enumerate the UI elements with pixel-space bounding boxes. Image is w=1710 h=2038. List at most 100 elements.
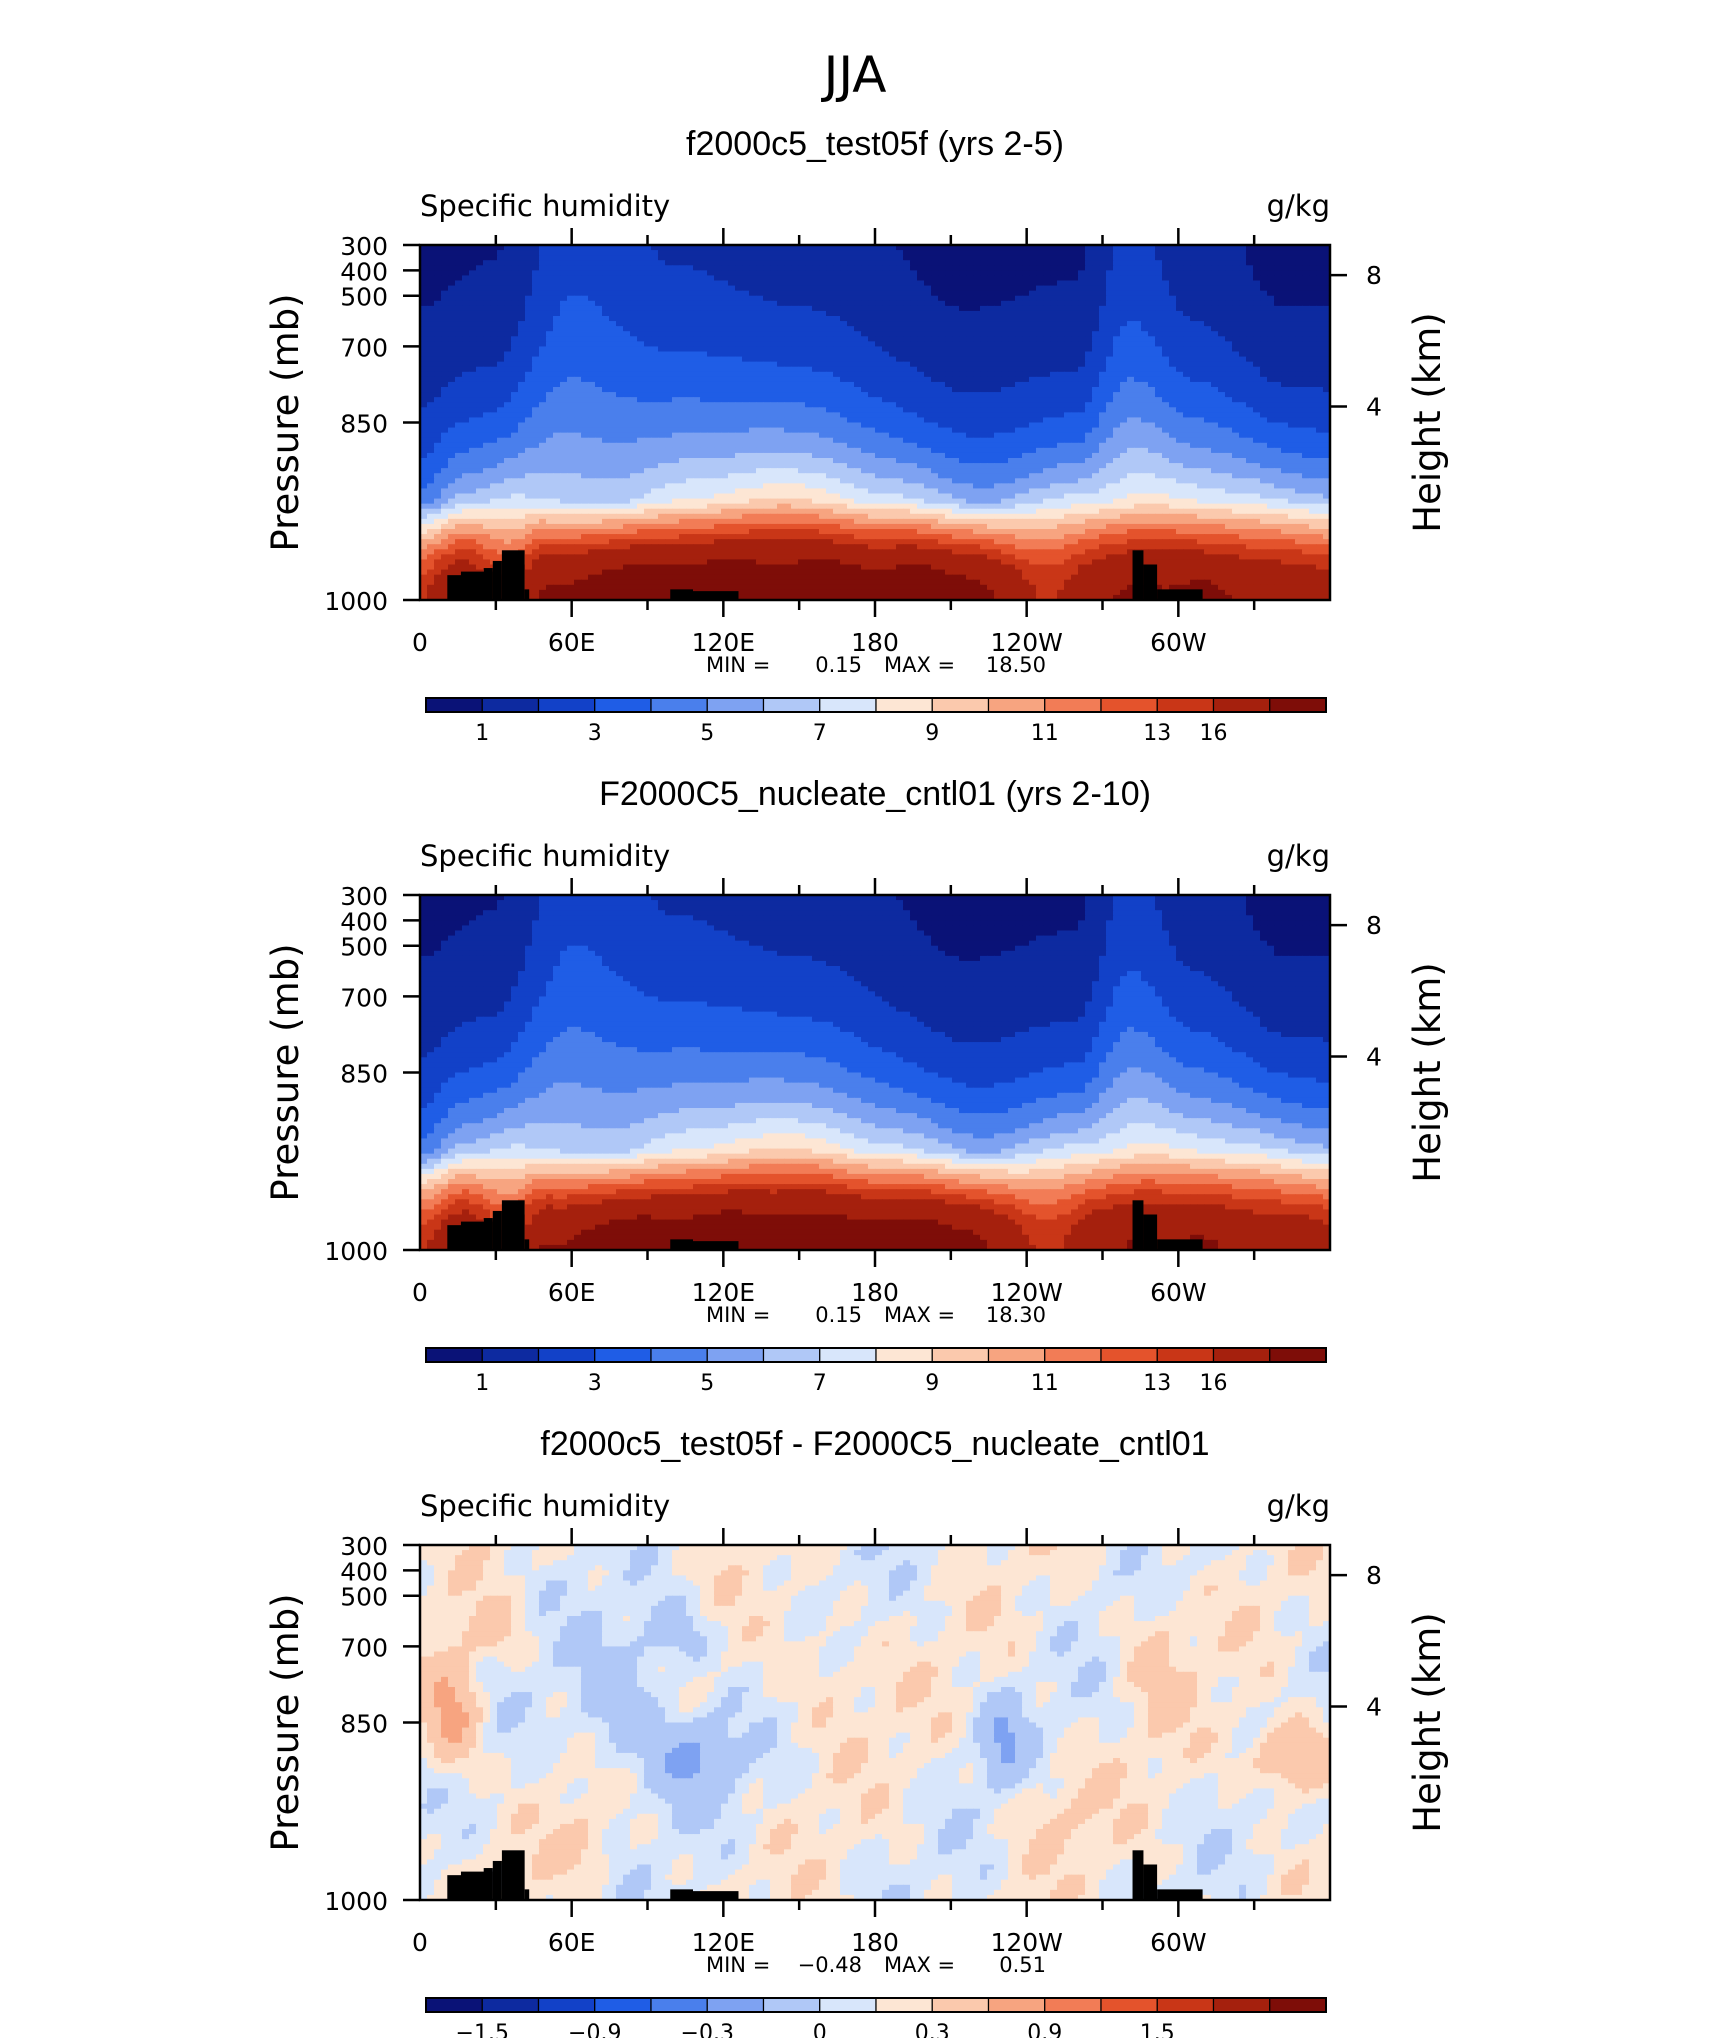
heatmap-cell xyxy=(1274,286,1282,292)
heatmap-cell xyxy=(1113,407,1121,413)
heatmap-cell xyxy=(1043,296,1051,302)
heatmap-cell xyxy=(1092,316,1100,322)
heatmap-cell xyxy=(966,362,974,368)
heatmap-cell xyxy=(1295,362,1303,368)
heatmap-cell xyxy=(665,397,673,403)
heatmap-cell xyxy=(476,402,484,408)
heatmap-cell xyxy=(903,326,911,332)
heatmap-cell xyxy=(700,382,708,388)
heatmap-cell xyxy=(560,372,568,378)
heatmap-cell xyxy=(497,377,505,383)
heatmap-cell xyxy=(1015,423,1023,429)
heatmap-cell xyxy=(812,316,820,322)
heatmap-cell xyxy=(1169,270,1177,276)
heatmap-cell xyxy=(1260,275,1268,281)
heatmap-cell xyxy=(630,301,638,307)
heatmap-cell xyxy=(1246,336,1254,342)
heatmap-cell xyxy=(539,428,547,434)
heatmap-cell xyxy=(1197,301,1205,307)
heatmap-cell xyxy=(1106,275,1114,281)
heatmap-cell xyxy=(1134,255,1142,261)
heatmap-cell xyxy=(903,412,911,418)
heatmap-cell xyxy=(1267,357,1275,363)
heatmap-cell xyxy=(910,362,918,368)
heatmap-cell xyxy=(931,331,939,337)
heatmap-cell xyxy=(1036,412,1044,418)
heatmap-cell xyxy=(560,402,568,408)
heatmap-cell xyxy=(1260,341,1268,347)
heatmap-cell xyxy=(714,316,722,322)
heatmap-cell xyxy=(1001,321,1009,327)
heatmap-cell xyxy=(637,367,645,373)
heatmap-cell xyxy=(763,382,771,388)
heatmap-cell xyxy=(1050,417,1058,423)
heatmap-cell xyxy=(1281,382,1289,388)
heatmap-cell xyxy=(938,377,946,383)
heatmap-cell xyxy=(1260,372,1268,378)
heatmap-cell xyxy=(1043,352,1051,358)
heatmap-cell xyxy=(840,301,848,307)
heatmap-cell xyxy=(1211,377,1219,383)
heatmap-cell xyxy=(1162,270,1170,276)
heatmap-cell xyxy=(630,362,638,368)
heatmap-cell xyxy=(644,372,652,378)
heatmap-cell xyxy=(651,260,659,266)
heatmap-cell xyxy=(1120,265,1128,271)
heatmap-cell xyxy=(1120,326,1128,332)
heatmap-cell xyxy=(637,265,645,271)
heatmap-cell xyxy=(1309,397,1317,403)
heatmap-cell xyxy=(973,331,981,337)
heatmap-cell xyxy=(742,377,750,383)
heatmap-cell xyxy=(959,407,967,413)
heatmap-cell xyxy=(532,382,540,388)
heatmap-cell xyxy=(987,331,995,337)
heatmap-cell xyxy=(1001,362,1009,368)
heatmap-cell xyxy=(595,341,603,347)
heatmap-cell xyxy=(476,265,484,271)
heatmap-cell xyxy=(1092,341,1100,347)
heatmap-cell xyxy=(966,255,974,261)
heatmap-cell xyxy=(1246,428,1254,434)
heatmap-cell xyxy=(1316,281,1324,287)
heatmap-cell xyxy=(1001,407,1009,413)
heatmap-cell xyxy=(952,402,960,408)
heatmap-cell xyxy=(1316,255,1324,261)
heatmap-cell xyxy=(427,331,435,337)
heatmap-cell xyxy=(483,397,491,403)
heatmap-cell xyxy=(462,407,470,413)
heatmap-cell xyxy=(973,265,981,271)
heatmap-cell xyxy=(560,316,568,322)
heatmap-cell xyxy=(532,367,540,373)
heatmap-cell xyxy=(1246,291,1254,297)
heatmap-cell xyxy=(1239,423,1247,429)
heatmap-cell xyxy=(959,331,967,337)
heatmap-cell xyxy=(518,412,526,418)
heatmap-cell xyxy=(1085,341,1093,347)
heatmap-cell xyxy=(1267,331,1275,337)
heatmap-cell xyxy=(1309,301,1317,307)
heatmap-cell xyxy=(931,382,939,388)
heatmap-cell xyxy=(1099,326,1107,332)
heatmap-cell xyxy=(1267,341,1275,347)
heatmap-cell xyxy=(651,341,659,347)
heatmap-cell xyxy=(1092,311,1100,317)
heatmap-cell xyxy=(805,296,813,302)
heatmap-cell xyxy=(497,438,505,444)
heatmap-cell xyxy=(1204,423,1212,429)
heatmap-cell xyxy=(700,362,708,368)
heatmap-cell xyxy=(1120,270,1128,276)
heatmap-cell xyxy=(1274,417,1282,423)
heatmap-cell xyxy=(1092,306,1100,312)
heatmap-cell xyxy=(630,281,638,287)
heatmap-cell xyxy=(546,367,554,373)
heatmap-cell xyxy=(798,402,806,408)
heatmap-cell xyxy=(1085,423,1093,429)
heatmap-cell xyxy=(1274,352,1282,358)
heatmap-cell xyxy=(623,428,631,434)
heatmap-cell xyxy=(686,336,694,342)
heatmap-cell xyxy=(1309,296,1317,302)
heatmap-cell xyxy=(1155,382,1163,388)
heatmap-cell xyxy=(448,433,456,439)
heatmap-cell xyxy=(1148,275,1156,281)
heatmap-cell xyxy=(1106,372,1114,378)
